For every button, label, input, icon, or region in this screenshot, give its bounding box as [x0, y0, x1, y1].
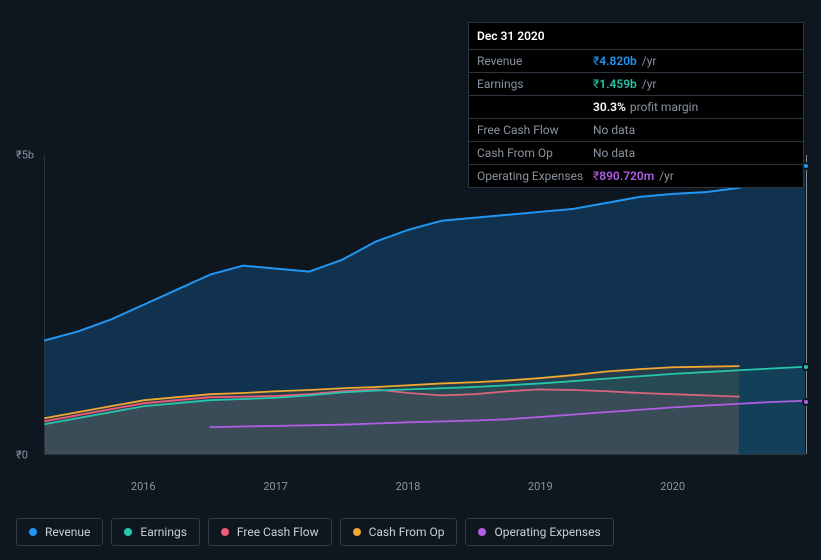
- hover-line: [806, 155, 807, 454]
- tooltip-row-label: Free Cash Flow: [477, 123, 593, 137]
- legend-label: Free Cash Flow: [237, 525, 319, 539]
- tooltip-row-value: No data: [593, 146, 795, 160]
- tooltip-row-value: ₹4.820b /yr: [593, 54, 795, 68]
- tooltip-row-label: Revenue: [477, 54, 593, 68]
- tooltip-row-value: No data: [593, 123, 795, 137]
- tooltip-row: Operating Expenses₹890.720m /yr: [469, 165, 803, 187]
- tooltip-row-value: ₹1.459b /yr: [593, 77, 795, 91]
- y-axis-tick: ₹0: [16, 449, 28, 462]
- chart: ₹0₹5b 20162017201820192020: [16, 155, 805, 475]
- tooltip-row-extra: 30.3%profit margin: [593, 100, 795, 114]
- legend-dot-icon: [478, 528, 486, 536]
- tooltip-row: Earnings₹1.459b /yr: [469, 73, 803, 96]
- tooltip: Dec 31 2020 Revenue₹4.820b /yrEarnings₹1…: [468, 22, 804, 188]
- legend-item-opex[interactable]: Operating Expenses: [465, 518, 613, 546]
- tooltip-row: 30.3%profit margin: [469, 96, 803, 119]
- legend-item-revenue[interactable]: Revenue: [16, 518, 103, 546]
- tooltip-row: Free Cash FlowNo data: [469, 119, 803, 142]
- legend-dot-icon: [353, 528, 361, 536]
- legend-label: Cash From Op: [369, 525, 445, 539]
- tooltip-row-label: Operating Expenses: [477, 169, 593, 183]
- tooltip-date: Dec 31 2020: [469, 23, 803, 50]
- legend-item-earnings[interactable]: Earnings: [111, 518, 200, 546]
- legend: Revenue Earnings Free Cash Flow Cash From O…: [16, 518, 614, 546]
- x-axis-tick: 2016: [131, 480, 156, 493]
- legend-dot-icon: [124, 528, 132, 536]
- tooltip-row-label: Earnings: [477, 77, 593, 91]
- x-axis-tick: 2017: [263, 480, 288, 493]
- legend-label: Operating Expenses: [494, 525, 600, 539]
- x-axis-tick: 2019: [528, 480, 553, 493]
- legend-dot-icon: [221, 528, 229, 536]
- x-axis-tick: 2020: [660, 480, 685, 493]
- legend-item-cashop[interactable]: Cash From Op: [340, 518, 458, 546]
- marker-opex: [802, 398, 810, 406]
- legend-label: Revenue: [45, 525, 90, 539]
- tooltip-row-value: ₹890.720m /yr: [593, 169, 795, 183]
- marker-earnings: [802, 363, 810, 371]
- legend-dot-icon: [29, 528, 37, 536]
- legend-item-fcf[interactable]: Free Cash Flow: [208, 518, 332, 546]
- y-axis-tick: ₹5b: [16, 149, 34, 162]
- chart-container: Dec 31 2020 Revenue₹4.820b /yrEarnings₹1…: [0, 0, 821, 560]
- tooltip-row-label: Cash From Op: [477, 146, 593, 160]
- plot-area[interactable]: [44, 155, 805, 455]
- x-axis-tick: 2018: [396, 480, 421, 493]
- tooltip-row: Cash From OpNo data: [469, 142, 803, 165]
- tooltip-row: Revenue₹4.820b /yr: [469, 50, 803, 73]
- legend-label: Earnings: [140, 525, 187, 539]
